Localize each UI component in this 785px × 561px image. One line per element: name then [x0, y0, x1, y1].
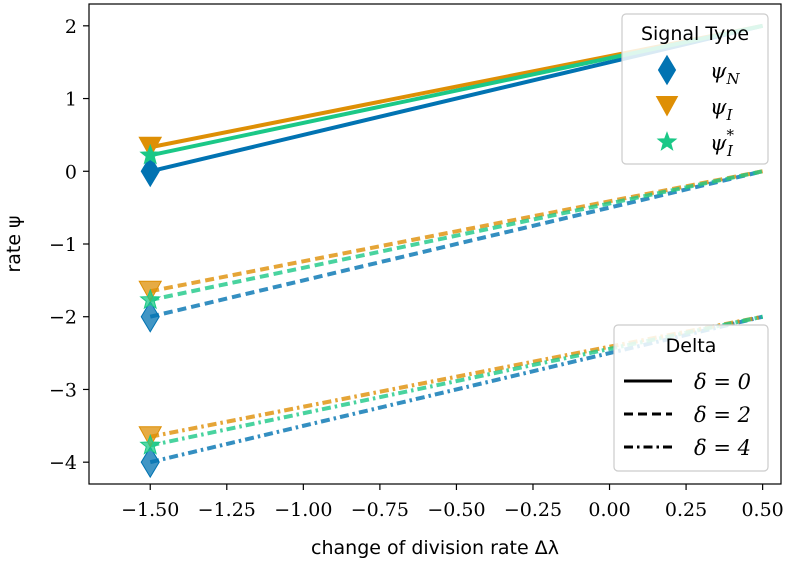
legend-marker-i [655, 96, 679, 117]
legend-box [613, 324, 769, 472]
legend-signal-type: Signal Type ψN ψIψ* I [621, 13, 769, 165]
series-marker-n-4 [140, 446, 160, 479]
legend-entry-label-i: ψI [710, 95, 733, 124]
series-line-n-4 [149, 314, 764, 465]
legend-entry-label-2: δ = 2 [694, 403, 751, 427]
series-line-n-2 [149, 169, 764, 319]
y-axis-label: rate ψ [3, 215, 25, 272]
x-tick-label: −0.50 [427, 499, 485, 521]
series-marker-i-2 [139, 288, 162, 310]
legend-entry-label-n: ψN [710, 59, 740, 88]
y-tick-label: 2 [65, 16, 77, 38]
x-axis-label: change of division rate Δλ [311, 537, 559, 559]
legend-marker-i [656, 131, 678, 151]
legend-box [621, 13, 769, 165]
y-tick-label: −4 [49, 452, 77, 474]
y-tick-label: −3 [49, 379, 77, 401]
y-tick-label: 1 [65, 89, 77, 111]
legend-entry-label-i: ψ* I [710, 126, 734, 160]
x-tick-label: 0.00 [588, 499, 630, 521]
legend-title: Delta [666, 335, 717, 357]
y-tick-label: −1 [49, 234, 77, 256]
y-tick-label: 0 [65, 161, 77, 183]
series-marker-n-2 [140, 300, 160, 333]
x-tick-label: −1.50 [121, 499, 179, 521]
legend-marker-n [657, 54, 677, 86]
x-tick-label: 0.50 [741, 499, 783, 521]
series-marker-n-0 [140, 155, 160, 188]
series-marker-i-4 [139, 434, 162, 455]
x-tick-label: 0.25 [665, 499, 707, 521]
legend-title: Signal Type [641, 23, 749, 45]
series-line-i-2 [149, 169, 764, 302]
x-tick-label: −1.25 [198, 499, 256, 521]
series-marker-i-0 [139, 143, 162, 165]
legend-entry-label-0: δ = 0 [694, 370, 751, 394]
x-tick-label: −1.00 [274, 499, 332, 521]
y-tick-label: −2 [49, 307, 77, 329]
legend-entry-label-4: δ = 4 [694, 436, 751, 460]
x-tick-label: −0.75 [351, 499, 409, 521]
legend-delta: Delta δ = 0 δ = 2 δ = 4 [613, 324, 769, 472]
x-tick-label: −0.25 [504, 499, 562, 521]
